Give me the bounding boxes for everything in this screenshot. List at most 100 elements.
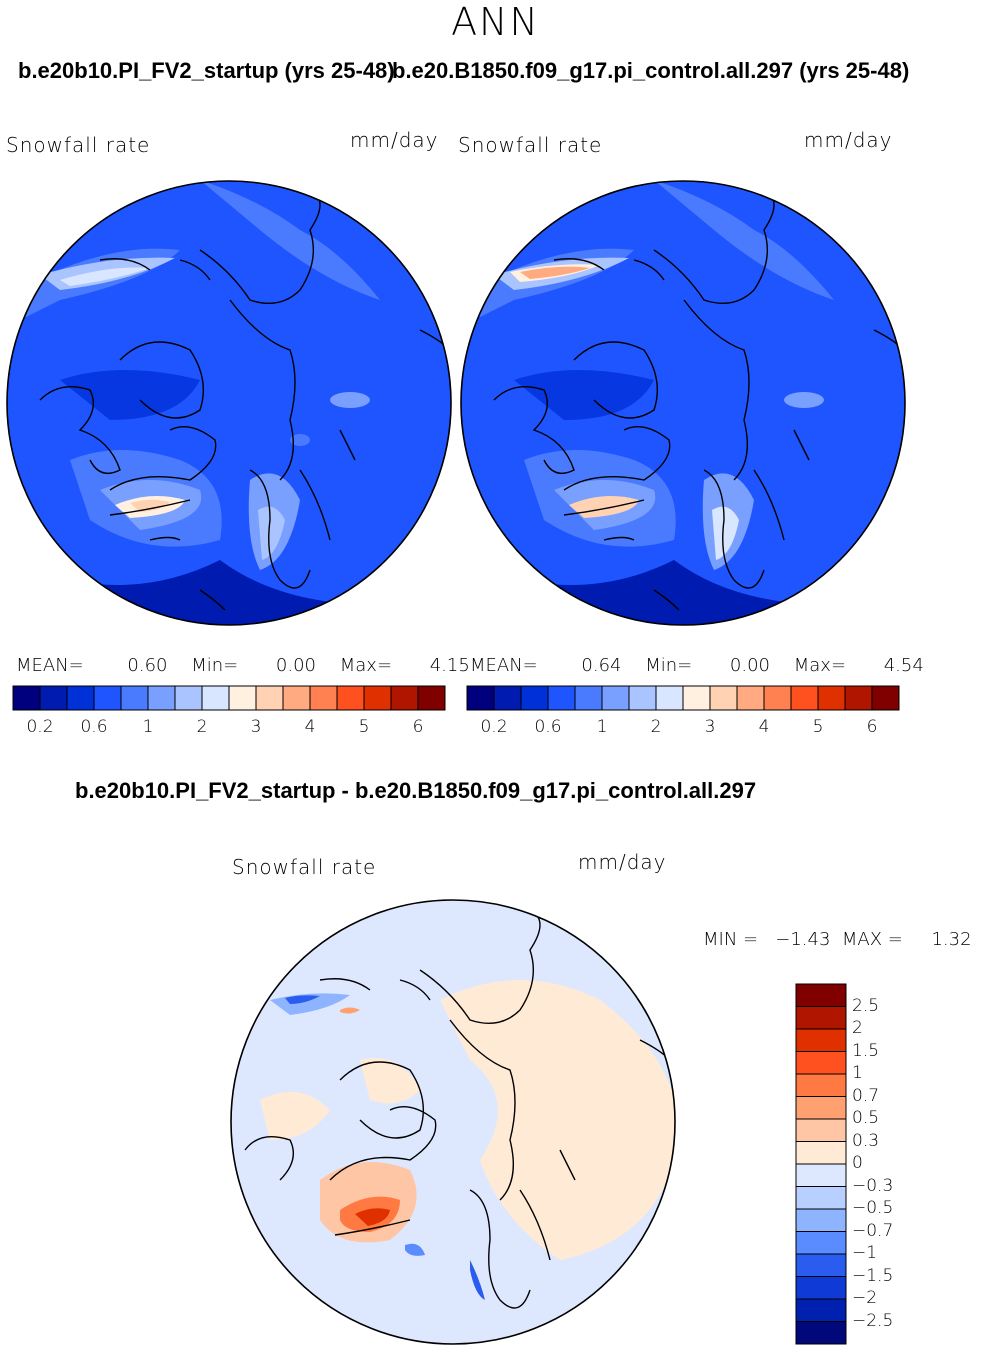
colorbar-box — [120, 685, 149, 711]
colorbar-tick-label: −0.5 — [852, 1198, 894, 1218]
right-stats: MEAN= 0.64 Min= 0.00 Max= 4.54 — [470, 655, 924, 676]
left-colorbar-labels: 0.2 0.6 1 2 3 4 5 6 — [13, 717, 445, 739]
right-mean-value: 0.64 — [581, 655, 622, 676]
colorbar-box — [93, 685, 122, 711]
colorbar-tick-label: 1 — [596, 717, 608, 737]
colorbar-box — [520, 685, 549, 711]
left-max-value: 4.15 — [429, 655, 470, 676]
colorbar-box — [282, 685, 311, 711]
colorbar-tick-label: 0.5 — [852, 1108, 880, 1128]
colorbar-tick-label: 1 — [142, 717, 154, 737]
colorbar-tick-label: 3 — [250, 717, 262, 737]
colorbar-tick-label: −2.5 — [852, 1310, 894, 1331]
colorbar-box — [228, 685, 257, 711]
colorbar-box — [493, 685, 522, 711]
right-max-value: 4.54 — [883, 655, 924, 676]
diff-case-title: b.e20b10.PI_FV2_startup - b.e20.B1850.f0… — [75, 778, 757, 803]
colorbar-tick-label: −0.3 — [852, 1175, 894, 1196]
right-units-label: mm/day — [804, 128, 893, 152]
colorbar-tick-label: 1 — [852, 1063, 863, 1083]
colorbar-box — [682, 685, 711, 711]
diff-colorbar — [795, 983, 847, 1345]
colorbar-box — [466, 685, 495, 711]
colorbar-box — [790, 685, 819, 711]
colorbar-tick-label: 0.2 — [480, 717, 508, 737]
colorbar-box — [174, 685, 203, 711]
colorbar-box — [795, 1028, 847, 1052]
colorbar-box — [628, 685, 657, 711]
colorbar-box — [795, 1276, 847, 1300]
colorbar-box — [795, 1186, 847, 1210]
right-max-label: Max= — [793, 655, 847, 676]
right-min-label: Min= — [645, 655, 693, 676]
colorbar-box — [871, 685, 900, 711]
colorbar-box — [763, 685, 792, 711]
left-colorbar — [12, 685, 446, 711]
colorbar-tick-label: 1.5 — [852, 1040, 880, 1061]
left-mean-label: MEAN= — [16, 655, 84, 676]
colorbar-box — [66, 685, 95, 711]
colorbar-tick-label: −0.7 — [852, 1220, 894, 1241]
colorbar-tick-label: −1 — [852, 1243, 878, 1263]
colorbar-box — [795, 1321, 847, 1345]
colorbar-tick-label: 2 — [650, 717, 662, 737]
left-max-label: Max= — [339, 655, 393, 676]
left-min-value: 0.00 — [275, 655, 316, 676]
colorbar-tick-label: 5 — [812, 717, 824, 737]
colorbar-tick-label: 0.7 — [852, 1085, 880, 1106]
colorbar-box — [574, 685, 603, 711]
colorbar-box — [844, 685, 873, 711]
left-map-fields — [7, 181, 451, 625]
right-mean-label: MEAN= — [470, 655, 538, 676]
colorbar-box — [390, 685, 419, 711]
colorbar-tick-label: 4 — [758, 717, 770, 737]
colorbar-box — [147, 685, 176, 711]
colorbar-tick-label: 2 — [852, 1018, 863, 1038]
colorbar-box — [601, 685, 630, 711]
left-mean-value: 0.60 — [127, 655, 168, 676]
left-stats: MEAN= 0.60 Min= 0.00 Max= 4.15 — [16, 655, 470, 676]
colorbar-tick-label: 2 — [196, 717, 208, 737]
colorbar-box — [336, 685, 365, 711]
colorbar-tick-label: 3 — [704, 717, 716, 737]
left-min-label: Min= — [191, 655, 239, 676]
colorbar-box — [736, 685, 765, 711]
colorbar-box — [201, 685, 230, 711]
colorbar-box — [12, 685, 41, 711]
colorbar-box — [417, 685, 446, 711]
right-colorbar-labels: 0.2 0.6 1 2 3 4 5 6 — [467, 717, 899, 739]
season-title: ANN — [451, 0, 540, 44]
colorbar-box — [795, 1253, 847, 1277]
right-colorbar — [466, 685, 900, 711]
left-variable-label: Snowfall rate — [6, 133, 151, 157]
colorbar-box — [363, 685, 392, 711]
right-case-title: b.e20.B1850.f09_g17.pi_control.all.297 (… — [392, 58, 910, 83]
colorbar-box — [795, 1208, 847, 1232]
diff-colorbar-labels: 2.5 2 1.5 1 0.7 0.5 0.3 0 −0.3 −0.5 −0.7 −1 −1.5 −2 −2… — [852, 984, 942, 1344]
colorbar-box — [795, 1298, 847, 1322]
colorbar-tick-label: 0.2 — [26, 717, 54, 737]
colorbar-box — [709, 685, 738, 711]
colorbar-tick-label: −1.5 — [852, 1265, 894, 1286]
colorbar-box — [795, 1141, 847, 1165]
colorbar-box — [795, 1051, 847, 1075]
colorbar-tick-label: 0.6 — [534, 717, 562, 737]
colorbar-tick-label: 0.6 — [80, 717, 108, 737]
diff-variable-label: Snowfall rate — [232, 855, 377, 879]
right-variable-label: Snowfall rate — [458, 133, 603, 157]
diff-minmax: MIN = −1.43 MAX = 1.32 — [703, 929, 972, 950]
diff-map-fields — [231, 900, 675, 1344]
colorbar-tick-label: 4 — [304, 717, 316, 737]
colorbar-box — [795, 983, 847, 1007]
colorbar-tick-label: 6 — [866, 717, 878, 737]
colorbar-box — [795, 1163, 847, 1187]
diff-units-label: mm/day — [578, 850, 667, 874]
colorbar-box — [655, 685, 684, 711]
colorbar-box — [39, 685, 68, 711]
colorbar-tick-label: 2.5 — [852, 995, 880, 1016]
colorbar-box — [255, 685, 284, 711]
colorbar-box — [795, 1073, 847, 1097]
colorbar-box — [547, 685, 576, 711]
colorbar-box — [795, 1231, 847, 1255]
left-case-title: b.e20b10.PI_FV2_startup (yrs 25-48) — [18, 58, 395, 83]
